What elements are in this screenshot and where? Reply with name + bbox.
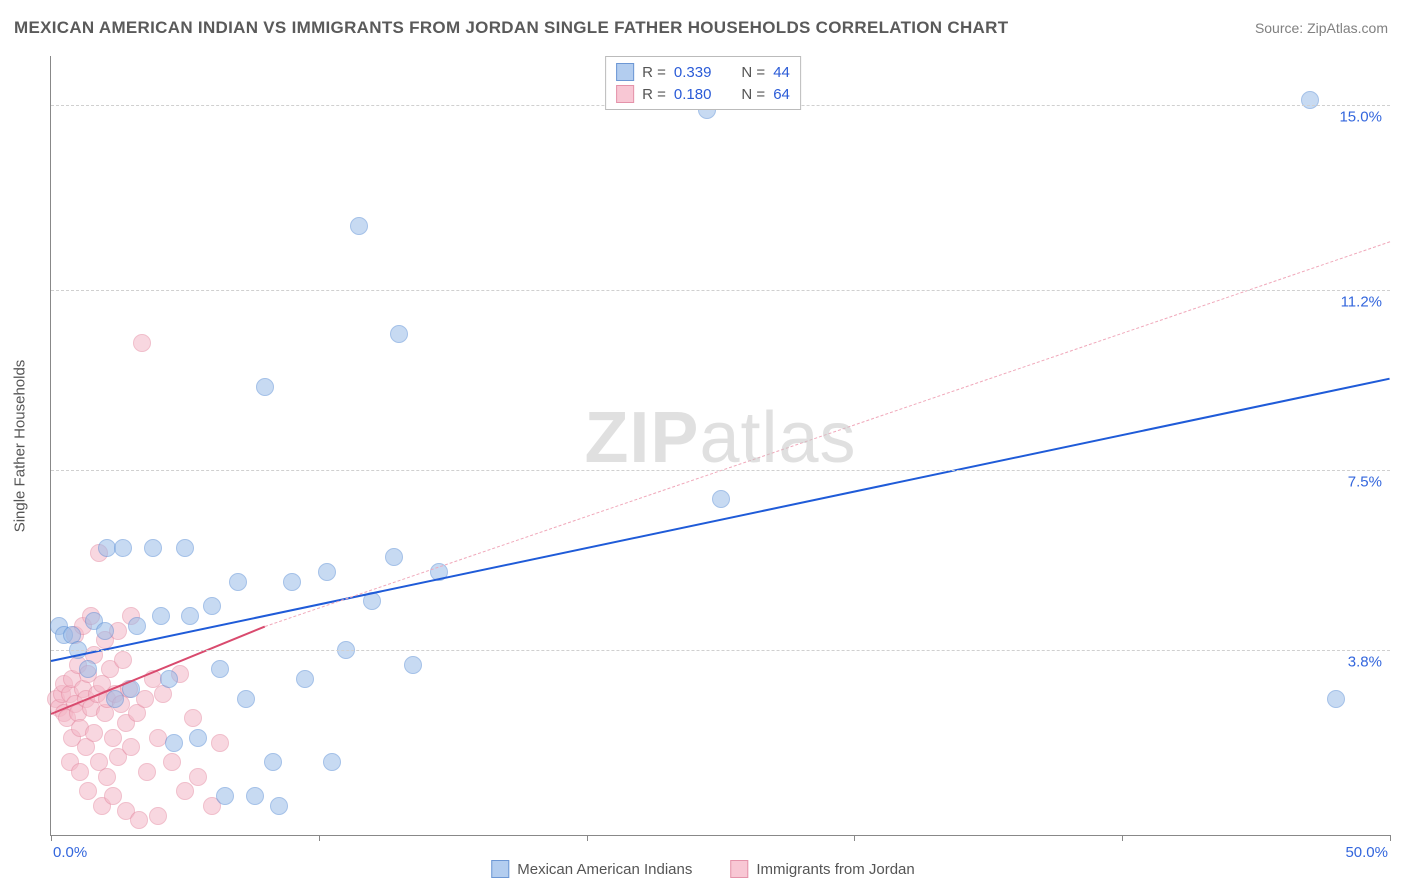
data-point [122,738,140,756]
gridline [51,650,1390,651]
data-point [264,753,282,771]
data-point [163,753,181,771]
data-point [114,539,132,557]
r-value: 0.180 [674,86,712,103]
legend-label: Immigrants from Jordan [756,861,914,878]
data-point [229,573,247,591]
data-point [237,690,255,708]
data-point [184,709,202,727]
n-label: N = [741,86,765,103]
legend-item: Mexican American Indians [491,860,692,878]
data-point [160,670,178,688]
data-point [270,797,288,815]
data-point [203,597,221,615]
series-legend: Mexican American Indians Immigrants from … [491,860,914,878]
data-point [390,325,408,343]
data-point [318,563,336,581]
data-point [152,607,170,625]
data-point [181,607,199,625]
data-point [149,807,167,825]
correlation-legend: R = 0.339 N = 44 R = 0.180 N = 64 [605,56,801,110]
x-tick [1122,835,1123,841]
chart-title: MEXICAN AMERICAN INDIAN VS IMMIGRANTS FR… [14,18,1008,38]
chart-plot-area: ZIPatlas 3.8%7.5%11.2%15.0%0.0%50.0% [50,56,1390,836]
data-point [176,782,194,800]
x-tick [319,835,320,841]
x-tick [587,835,588,841]
x-tick [854,835,855,841]
legend-stat-row: R = 0.339 N = 44 [616,61,790,83]
data-point [165,734,183,752]
r-label: R = [642,64,666,81]
legend-swatch [616,63,634,81]
data-point [96,622,114,640]
y-tick-label: 7.5% [1348,473,1382,490]
data-point [246,787,264,805]
r-label: R = [642,86,666,103]
data-point [296,670,314,688]
legend-swatch [616,85,634,103]
y-tick-label: 3.8% [1348,653,1382,670]
data-point [130,811,148,829]
data-point [211,734,229,752]
data-point [104,787,122,805]
x-tick [1390,835,1391,841]
data-point [133,334,151,352]
data-point [79,660,97,678]
n-label: N = [741,64,765,81]
r-value: 0.339 [674,64,712,81]
data-point [189,729,207,747]
scatter-plot-surface [51,56,1390,835]
data-point [1327,690,1345,708]
data-point [98,768,116,786]
y-tick-label: 11.2% [1341,293,1382,310]
source-attribution: Source: ZipAtlas.com [1255,20,1388,36]
legend-swatch [730,860,748,878]
data-point [1301,91,1319,109]
data-point [256,378,274,396]
data-point [104,729,122,747]
trendline [51,377,1390,661]
legend-item: Immigrants from Jordan [730,860,914,878]
legend-label: Mexican American Indians [517,861,692,878]
data-point [216,787,234,805]
data-point [283,573,301,591]
x-tick [51,835,52,841]
y-axis-label: Single Father Households [12,360,29,533]
data-point [85,724,103,742]
data-point [712,490,730,508]
data-point [138,763,156,781]
y-tick-label: 15.0% [1339,108,1382,125]
data-point [404,656,422,674]
data-point [176,539,194,557]
n-value: 64 [773,86,790,103]
trendline [265,241,1390,627]
data-point [144,539,162,557]
data-point [385,548,403,566]
x-tick-label: 0.0% [53,844,87,861]
data-point [211,660,229,678]
data-point [323,753,341,771]
legend-swatch [491,860,509,878]
data-point [189,768,207,786]
n-value: 44 [773,64,790,81]
data-point [128,617,146,635]
gridline [51,290,1390,291]
data-point [350,217,368,235]
data-point [79,782,97,800]
x-tick-label: 50.0% [1345,844,1388,861]
data-point [71,763,89,781]
data-point [106,690,124,708]
data-point [114,651,132,669]
gridline [51,470,1390,471]
legend-stat-row: R = 0.180 N = 64 [616,83,790,105]
